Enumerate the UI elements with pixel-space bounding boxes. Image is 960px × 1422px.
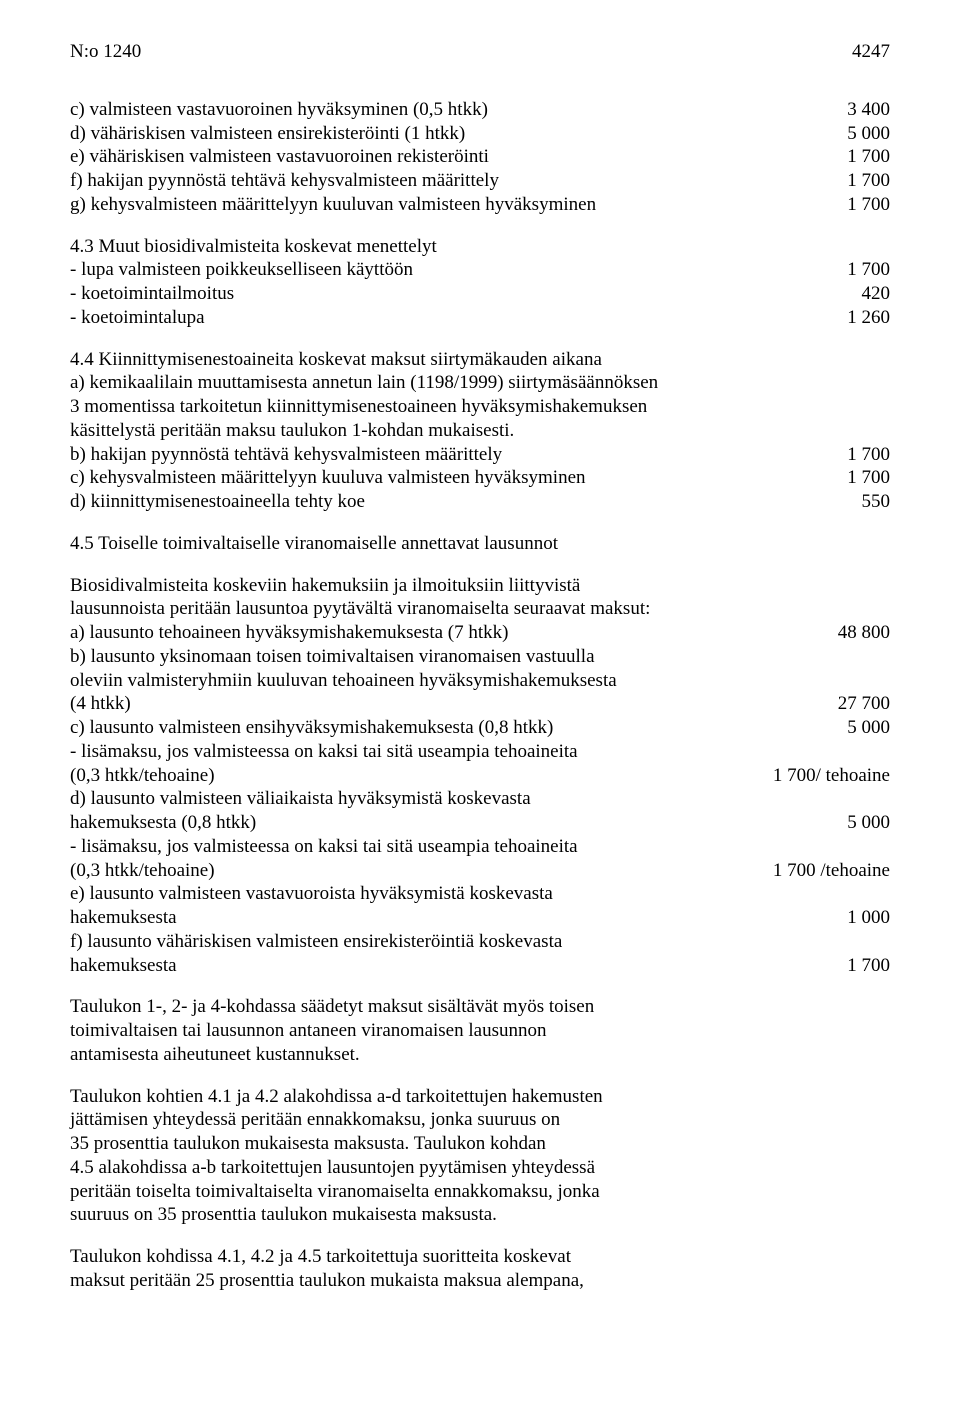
s4-a: a) lausunto tehoaineen hyväksymishakemuk… xyxy=(70,621,810,645)
para-3: Taulukon kohdissa 4.1, 4.2 ja 4.5 tarkoi… xyxy=(70,1245,890,1293)
para-2: Taulukon kohtien 4.1 ja 4.2 alakohdissa … xyxy=(70,1085,890,1228)
item-f-val: 1 700 xyxy=(810,169,890,193)
s4-b1: b) lausunto yksinomaan toisen toimivalta… xyxy=(70,645,890,669)
s2-b: - koetoimintailmoitus xyxy=(70,282,810,306)
p3-l1: Taulukon kohdissa 4.1, 4.2 ja 4.5 tarkoi… xyxy=(70,1245,890,1269)
item-c: c) valmisteen vastavuoroinen hyväksymine… xyxy=(70,98,810,122)
s4-lm1b-val: 1 700/ tehoaine xyxy=(773,764,890,788)
section-4-3: 4.3 Muut biosidivalmisteita koskevat men… xyxy=(70,235,890,330)
section-4-3-title: 4.3 Muut biosidivalmisteita koskevat men… xyxy=(70,235,890,259)
section-4-5-title-block: 4.5 Toiselle toimivaltaiselle viranomais… xyxy=(70,532,890,556)
s2-c-val: 1 260 xyxy=(810,306,890,330)
section-4-5-title: 4.5 Toiselle toimivaltaiselle viranomais… xyxy=(70,532,890,556)
p3-l2: maksut peritään 25 prosenttia taulukon m… xyxy=(70,1269,890,1293)
p2-l2: jättämisen yhteydessä peritään ennakkoma… xyxy=(70,1108,890,1132)
s4-b2: oleviin valmisteryhmiin kuuluvan tehoain… xyxy=(70,669,890,693)
s4-d2-val: 5 000 xyxy=(810,811,890,835)
s4-lm2: - lisämaksu, jos valmisteessa on kaksi t… xyxy=(70,835,890,859)
p2-l5: peritään toiselta toimivaltaiselta viran… xyxy=(70,1180,890,1204)
item-f: f) hakijan pyynnöstä tehtävä kehysvalmis… xyxy=(70,169,810,193)
p1-l1: Taulukon 1-, 2- ja 4-kohdassa säädetyt m… xyxy=(70,995,890,1019)
s4-d2: hakemuksesta (0,8 htkk) xyxy=(70,811,810,835)
item-d-val: 5 000 xyxy=(810,122,890,146)
s4-lm1: - lisämaksu, jos valmisteessa on kaksi t… xyxy=(70,740,890,764)
s3-l2: a) kemikaalilain muuttamisesta annetun l… xyxy=(70,371,890,395)
item-c-val: 3 400 xyxy=(810,98,890,122)
s4-lm2b-val: 1 700 /tehoaine xyxy=(773,859,890,883)
s3-l4: käsittelystä peritään maksu taulukon 1-k… xyxy=(70,419,890,443)
p2-l1: Taulukon kohtien 4.1 ja 4.2 alakohdissa … xyxy=(70,1085,890,1109)
s4-e2-val: 1 000 xyxy=(810,906,890,930)
s3-b: b) hakijan pyynnöstä tehtävä kehysvalmis… xyxy=(70,443,810,467)
item-g: g) kehysvalmisteen määrittelyyn kuuluvan… xyxy=(70,193,810,217)
s3-c: c) kehysvalmisteen määrittelyyn kuuluva … xyxy=(70,466,810,490)
p2-l4: 4.5 alakohdissa a-b tarkoitettujen lausu… xyxy=(70,1156,890,1180)
s3-b-val: 1 700 xyxy=(810,443,890,467)
page-header: N:o 1240 4247 xyxy=(70,40,890,64)
s4-d1: d) lausunto valmisteen väliaikaista hyvä… xyxy=(70,787,890,811)
p2-l6: suuruus on 35 prosenttia taulukon mukais… xyxy=(70,1203,890,1227)
s3-l3: 3 momentissa tarkoitetun kiinnittymisene… xyxy=(70,395,890,419)
section-4-5: Biosidivalmisteita koskeviin hakemuksiin… xyxy=(70,574,890,978)
s4-c-val: 5 000 xyxy=(810,716,890,740)
s3-l1: 4.4 Kiinnittymisenestoaineita koskevat m… xyxy=(70,348,890,372)
s4-f2: hakemuksesta xyxy=(70,954,810,978)
s4-l2: lausunnoista peritään lausuntoa pyytäväl… xyxy=(70,597,890,621)
item-e: e) vähäriskisen valmisteen vastavuoroine… xyxy=(70,145,810,169)
s4-e1: e) lausunto valmisteen vastavuoroista hy… xyxy=(70,882,890,906)
s4-c: c) lausunto valmisteen ensihyväksymishak… xyxy=(70,716,810,740)
s2-b-val: 420 xyxy=(810,282,890,306)
s4-f1: f) lausunto vähäriskisen valmisteen ensi… xyxy=(70,930,890,954)
s3-c-val: 1 700 xyxy=(810,466,890,490)
s3-d-val: 550 xyxy=(810,490,890,514)
s4-a-val: 48 800 xyxy=(810,621,890,645)
doc-code: N:o 1240 xyxy=(70,40,141,64)
s4-lm1b: (0,3 htkk/tehoaine) xyxy=(70,764,773,788)
p2-l3: 35 prosenttia taulukon mukaisesta maksus… xyxy=(70,1132,890,1156)
para-1: Taulukon 1-, 2- ja 4-kohdassa säädetyt m… xyxy=(70,995,890,1066)
s2-a: - lupa valmisteen poikkeukselliseen käyt… xyxy=(70,258,810,282)
document-page: N:o 1240 4247 c) valmisteen vastavuoroin… xyxy=(0,0,960,1351)
s2-a-val: 1 700 xyxy=(810,258,890,282)
item-e-val: 1 700 xyxy=(810,145,890,169)
item-d: d) vähäriskisen valmisteen ensirekisterö… xyxy=(70,122,810,146)
s4-lm2b: (0,3 htkk/tehoaine) xyxy=(70,859,773,883)
s2-c: - koetoimintalupa xyxy=(70,306,810,330)
s4-b3: (4 htkk) xyxy=(70,692,810,716)
p1-l2: toimivaltaisen tai lausunnon antaneen vi… xyxy=(70,1019,890,1043)
s4-l1: Biosidivalmisteita koskeviin hakemuksiin… xyxy=(70,574,890,598)
p1-l3: antamisesta aiheutuneet kustannukset. xyxy=(70,1043,890,1067)
section-items: c) valmisteen vastavuoroinen hyväksymine… xyxy=(70,98,890,217)
item-g-val: 1 700 xyxy=(810,193,890,217)
s4-e2: hakemuksesta xyxy=(70,906,810,930)
s4-b3-val: 27 700 xyxy=(810,692,890,716)
page-number: 4247 xyxy=(852,40,890,64)
s4-f2-val: 1 700 xyxy=(810,954,890,978)
section-4-4: 4.4 Kiinnittymisenestoaineita koskevat m… xyxy=(70,348,890,514)
s3-d: d) kiinnittymisenestoaineella tehty koe xyxy=(70,490,810,514)
